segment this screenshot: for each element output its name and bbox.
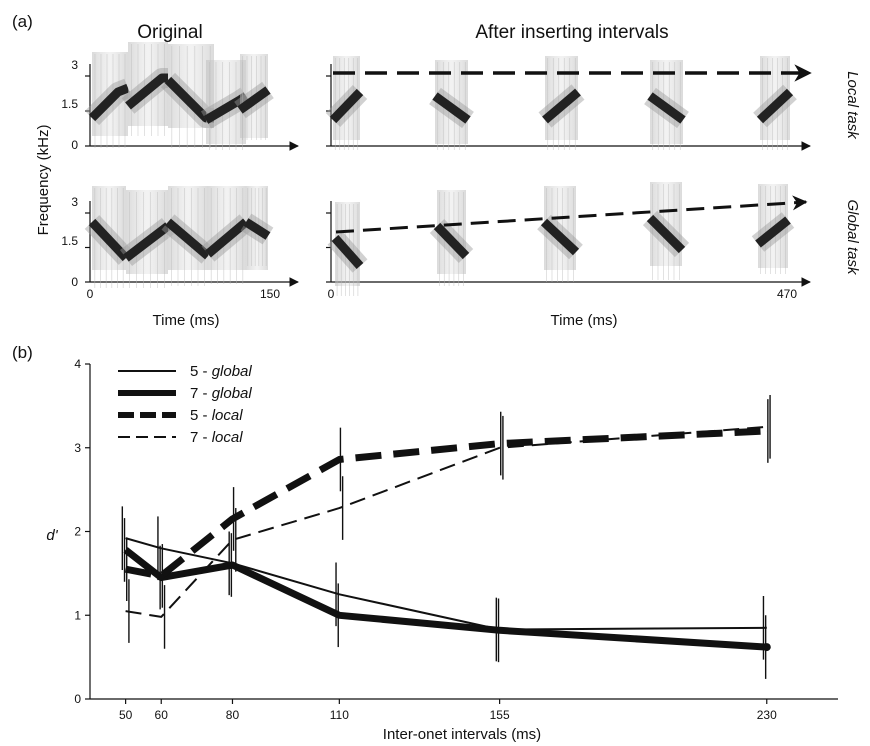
chart-xtick-label: 230: [757, 708, 777, 722]
chart-ytick-label: 3: [74, 441, 81, 455]
bottom-original-seg-5: [240, 186, 274, 270]
bottom-original-seg-3-tone: [165, 218, 211, 260]
ytick-bottom-3: 3: [71, 195, 78, 209]
panel-a: (a) Original After inserting intervals F…: [12, 12, 861, 329]
top-original-seg-1: [84, 52, 132, 148]
bottom-inserted-burst-4-tone: [646, 214, 686, 254]
bottom-original-seg-2-tone: [123, 222, 171, 262]
axes-top-inserted: [326, 64, 811, 151]
top-inserted-burst-1: [325, 56, 368, 150]
xtick-left-0: 0: [87, 287, 94, 301]
spectrogram-axes: [85, 64, 811, 287]
series-line-5-global: [125, 537, 767, 631]
top-inserted-burst-5-tone: [756, 88, 794, 124]
chart-ylabel: d': [46, 527, 58, 544]
chart-ytick-label: 2: [74, 525, 81, 539]
global-task-label: Global task: [844, 199, 861, 276]
bottom-inserted-burst-1: [327, 202, 368, 296]
bottom-inserted-burst-3: [537, 186, 583, 282]
series-end-marker: [762, 643, 771, 652]
panel-a-title-original: Original: [137, 22, 202, 43]
bottom-original-seg-2: [119, 190, 175, 288]
chart-xtick-label: 50: [119, 708, 133, 722]
legend-label-kind: local: [212, 407, 244, 424]
ytick-top-3: 3: [71, 58, 78, 72]
legend-label-num: 5 -: [190, 407, 212, 424]
legend-label: 7 - local: [190, 429, 243, 446]
ytick-bottom-0: 0: [71, 275, 78, 289]
bottom-inserted-burst-2-tone: [433, 222, 470, 260]
bottom-original-seg-1-tone: [88, 218, 130, 262]
top-inserted-burst-4-tone: [647, 92, 686, 124]
top-inserted-burst-3-tone: [542, 88, 581, 124]
top-original-seg-2-tone: [125, 73, 168, 110]
bottom-inserted-burst-5-tone: [755, 216, 791, 248]
chart-ytick-label: 1: [74, 608, 81, 622]
legend-label: 5 - global: [190, 363, 252, 380]
legend-label-kind: local: [212, 429, 244, 446]
chart-xtick-label: 110: [330, 708, 349, 722]
legend-label: 7 - global: [190, 385, 252, 402]
legend-label-num: 7 -: [190, 429, 212, 446]
panel-a-xlabel-right: Time (ms): [551, 312, 618, 329]
bottom-inserted-burst-2: [429, 190, 474, 286]
xtick-right-0: 0: [328, 287, 335, 301]
xtick-left-150: 150: [260, 287, 280, 301]
chart-xlabel: Inter-onet intervals (ms): [383, 726, 541, 743]
chart-xtick-label: 155: [490, 708, 510, 722]
chart-ytick-label: 4: [74, 357, 81, 371]
bottom-original-seg-4: [201, 186, 253, 284]
top-inserted-burst-2-tone: [432, 92, 471, 124]
legend-label-kind: global: [212, 363, 253, 380]
local-task-label: Local task: [844, 71, 861, 140]
xtick-right-470: 470: [777, 287, 797, 301]
panel-a-ylabel: Frequency (kHz): [35, 125, 52, 236]
bottom-original-seg-3: [161, 186, 215, 286]
ytick-bottom-1-5: 1.5: [61, 234, 78, 248]
panel-b-letter: (b): [12, 343, 33, 362]
top-original-seg-5: [234, 54, 274, 140]
ytick-top-1-5: 1.5: [61, 97, 78, 111]
panel-a-letter: (a): [12, 12, 33, 31]
top-inserted-burst-1-tone: [329, 88, 364, 124]
series-line-7-global: [123, 547, 768, 651]
top-original-seg-2: [121, 42, 172, 136]
bottom-original-seg-5-tone: [243, 218, 271, 240]
chart-axes: 0 1 2 3 4 50 60 80 110 155 230: [74, 357, 838, 722]
top-inserted-burst-5: [753, 56, 797, 150]
axes-top-original: [85, 64, 299, 151]
top-original-seg-5-tone: [237, 86, 271, 114]
panel-a-xlabel-left: Time (ms): [153, 312, 220, 329]
legend-label: 5 - local: [190, 407, 243, 424]
global-trend-arrow: [335, 195, 808, 234]
chart-series: [123, 425, 771, 652]
bottom-original-seg-1: [84, 186, 134, 288]
axes-bottom-original: [85, 201, 299, 287]
series-line-7-local: [125, 425, 767, 618]
legend-label-kind: global: [212, 385, 253, 402]
top-inserted-burst-3: [538, 56, 585, 150]
bottom-inserted-burst-3-tone: [540, 218, 580, 256]
top-original-seg-1-tone: [88, 83, 130, 122]
legend-label-num: 5 -: [190, 363, 212, 380]
bottom-inserted-burst-4: [642, 182, 690, 280]
chart-ytick-label: 0: [74, 692, 81, 706]
bottom-inserted-burst-1-tone: [331, 235, 364, 269]
axes-bottom-inserted: [326, 201, 811, 287]
spectrograms: [84, 42, 797, 296]
bottom-inserted-burst-5: [751, 184, 795, 274]
ytick-top-0: 0: [71, 138, 78, 152]
chart-xtick-label: 60: [155, 708, 169, 722]
bottom-original-seg-4-tone: [205, 218, 249, 258]
panel-a-title-inserted: After inserting intervals: [475, 22, 668, 43]
series-line-5-local: [124, 427, 767, 580]
legend-label-num: 7 -: [190, 385, 212, 402]
chart-xtick-label: 80: [226, 708, 240, 722]
